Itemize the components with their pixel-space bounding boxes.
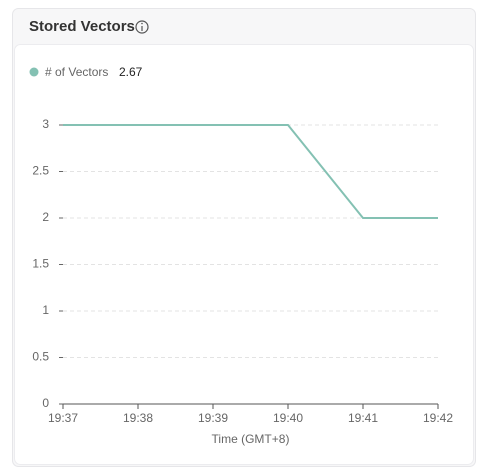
card-title: Stored Vectors — [29, 18, 135, 35]
series-line — [63, 124, 438, 219]
x-tick-label: 19:37 — [48, 411, 78, 425]
y-tick-label: 1.5 — [32, 257, 49, 271]
y-tick-label: 2.5 — [32, 164, 49, 178]
x-tick-label: 19:40 — [273, 411, 303, 425]
y-tick-label: 3 — [42, 117, 49, 131]
panel — [14, 44, 474, 465]
x-tick-label: 19:38 — [123, 411, 153, 425]
x-tick-label: 19:42 — [423, 411, 453, 425]
y-tick-label: 1 — [42, 303, 49, 317]
x-tick-label: 19:41 — [348, 411, 378, 425]
x-tick-label: 19:39 — [198, 411, 228, 425]
info-icon[interactable] — [135, 20, 149, 34]
y-tick-label: 0.5 — [32, 350, 49, 364]
legend-swatch — [29, 67, 39, 77]
legend-label: # of Vectors — [45, 65, 108, 79]
y-tick-label: 2 — [42, 210, 49, 224]
x-axis-title: Time (GMT+8) — [212, 432, 290, 446]
legend-value: 2.67 — [119, 65, 143, 79]
y-tick-label: 0 — [42, 396, 49, 410]
